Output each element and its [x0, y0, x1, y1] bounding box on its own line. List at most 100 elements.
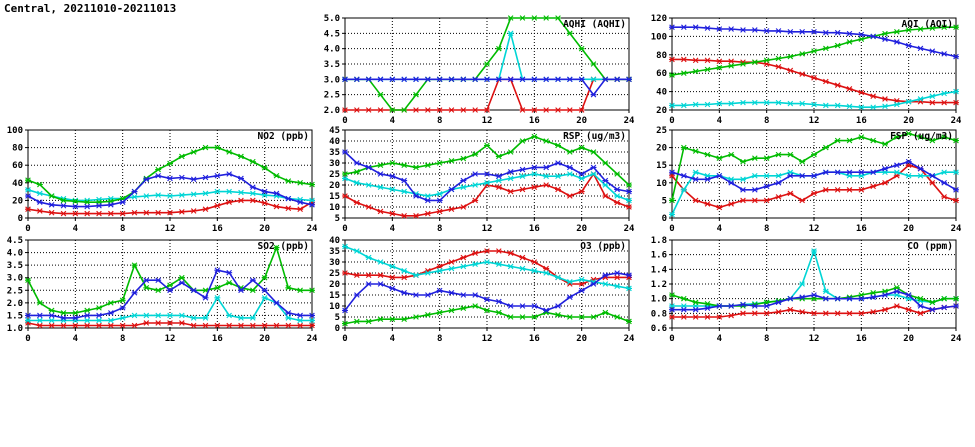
y-tick-label: 60: [12, 161, 23, 171]
x-tick-label: 4: [390, 224, 396, 234]
chart-aqhi: 2.0 2.5 3.0 3.5 4.0 4.5 5.0 0 4 8 12 16 20 24 AQHI (AQ…: [315, 14, 635, 132]
x-tick-label: 20: [576, 116, 587, 126]
y-tick-label: 2.5: [7, 286, 23, 296]
no2-series-blue-line: [25, 171, 315, 210]
y-tick-label: 25: [329, 269, 340, 279]
y-tick-label: 1.0: [651, 295, 667, 305]
chart-title: CO (ppm): [907, 241, 953, 252]
y-tick-label: 25: [329, 170, 340, 180]
y-tick-label: 0.8: [651, 309, 667, 319]
x-tick-label: 16: [856, 334, 867, 344]
aqi-series-blue-line: [669, 24, 959, 60]
y-tick-label: 2.5: [324, 91, 340, 101]
y-tick-label: 60: [656, 69, 667, 79]
x-tick-label: 4: [390, 116, 396, 126]
fsp-series-blue-line: [669, 158, 959, 193]
co-plot: 0.6 0.8 1.0 1.2 1.4 1.6 1.8 0 4 8 12 16 20 24 CO (ppm): [651, 236, 962, 344]
x-tick-label: 12: [482, 116, 493, 126]
no2-plot: 0 20 40 60 80 100 0 4 8 12 16 20 24 NO2 (ppb): [7, 126, 318, 234]
plot-border: [27, 129, 313, 219]
y-tick-label: 4.5: [324, 29, 340, 39]
x-tick-label: 16: [529, 116, 540, 126]
y-tick-label: 100: [7, 126, 23, 136]
rsp-series-cyan-line: [342, 171, 632, 204]
y-tick-label: 20: [656, 144, 667, 154]
y-tick-label: 40: [329, 236, 340, 246]
y-tick-label: 100: [651, 32, 667, 42]
chart-so2: 1.0 1.5 2.0 2.5 3.0 3.5 4.0 4.5 0 4 8 12 16 20 24 SO2 (…: [0, 236, 318, 350]
aqi-series-cyan-line: [669, 88, 959, 111]
x-tick-label: 24: [951, 224, 962, 234]
chart-title: FSP (ug/m3): [890, 131, 953, 142]
x-tick-label: 16: [212, 334, 223, 344]
rsp-series-blue-line: [342, 149, 632, 204]
chart-co: 0.6 0.8 1.0 1.2 1.4 1.6 1.8 0 4 8 12 16 20 24 CO (ppm): [642, 236, 962, 350]
y-tick-label: 1.5: [7, 311, 23, 321]
y-tick-label: 0: [335, 324, 340, 334]
y-tick-label: 35: [329, 148, 340, 158]
y-tick-label: 10: [329, 203, 340, 213]
x-tick-label: 4: [73, 224, 79, 234]
page-title: Central, 20211010-20211013: [4, 2, 177, 15]
chart-o3: 0 5 10 15 20 25 30 35 40 0 4 8 12 16 20 24 O3 (ppb): [315, 236, 635, 350]
x-tick-label: 16: [856, 224, 867, 234]
x-tick-label: 8: [764, 116, 769, 126]
x-tick-label: 4: [717, 334, 723, 344]
y-tick-label: 30: [329, 159, 340, 169]
y-tick-label: 5: [335, 313, 340, 323]
y-tick-label: 2.0: [324, 106, 340, 116]
x-tick-label: 4: [390, 334, 396, 344]
no2-series-green-line: [25, 144, 315, 205]
x-tick-label: 4: [717, 224, 723, 234]
y-tick-label: 20: [12, 196, 23, 206]
y-tick-label: 15: [656, 161, 667, 171]
fsp-series-red-line: [669, 162, 959, 211]
y-tick-label: 120: [651, 14, 667, 24]
x-tick-label: 0: [669, 334, 674, 344]
x-tick-label: 8: [120, 224, 125, 234]
y-tick-label: 1.6: [651, 251, 667, 261]
y-tick-label: 4.0: [7, 249, 23, 259]
aqhi-series-blue-line: [342, 76, 632, 98]
chart-title: AQI (AQI): [902, 19, 953, 30]
y-tick-label: 1.8: [651, 236, 667, 246]
y-tick-label: 4.5: [7, 236, 23, 246]
y-tick-label: 0.6: [651, 324, 667, 334]
y-tick-label: 10: [656, 179, 667, 189]
y-tick-label: 25: [656, 126, 667, 136]
x-tick-label: 0: [342, 224, 347, 234]
o3-series-red-line: [342, 248, 632, 287]
o3-series-green-line: [342, 303, 632, 327]
y-tick-label: 2.0: [7, 299, 23, 309]
aqi-series-green-line: [669, 24, 959, 78]
x-tick-label: 8: [120, 334, 125, 344]
x-tick-label: 20: [903, 116, 914, 126]
x-tick-label: 24: [951, 334, 962, 344]
so2-plot: 1.0 1.5 2.0 2.5 3.0 3.5 4.0 4.5 0 4 8 12 16 20 24 SO2 (…: [7, 236, 318, 344]
y-tick-label: 15: [329, 192, 340, 202]
x-tick-label: 24: [624, 334, 635, 344]
y-tick-label: 5: [662, 196, 667, 206]
x-tick-label: 0: [342, 334, 347, 344]
so2-series-green-line: [25, 244, 315, 316]
x-tick-label: 12: [809, 116, 820, 126]
rsp-series-red-line: [342, 171, 632, 219]
y-tick-label: 80: [12, 144, 23, 154]
x-tick-label: 0: [25, 334, 30, 344]
chart-aqi: 20 40 60 80 100 120 0 4 8 12 16 20 24 AQI (AQI): [642, 14, 962, 132]
y-tick-label: 10: [329, 302, 340, 312]
y-tick-label: 40: [12, 179, 23, 189]
x-tick-label: 8: [764, 334, 769, 344]
y-tick-label: 15: [329, 291, 340, 301]
x-tick-label: 16: [529, 334, 540, 344]
x-tick-label: 20: [576, 334, 587, 344]
chart-no2: 0 20 40 60 80 100 0 4 8 12 16 20 24 NO2 (ppb): [0, 126, 318, 240]
aqhi-plot: 2.0 2.5 3.0 3.5 4.0 4.5 5.0 0 4 8 12 16 20 24 AQHI (AQ…: [324, 14, 635, 126]
x-tick-label: 24: [624, 224, 635, 234]
x-tick-label: 20: [903, 224, 914, 234]
x-tick-label: 0: [342, 116, 347, 126]
chart-title: O3 (ppb): [580, 241, 626, 252]
x-tick-label: 8: [437, 334, 442, 344]
x-tick-label: 8: [437, 224, 442, 234]
x-tick-label: 16: [529, 224, 540, 234]
